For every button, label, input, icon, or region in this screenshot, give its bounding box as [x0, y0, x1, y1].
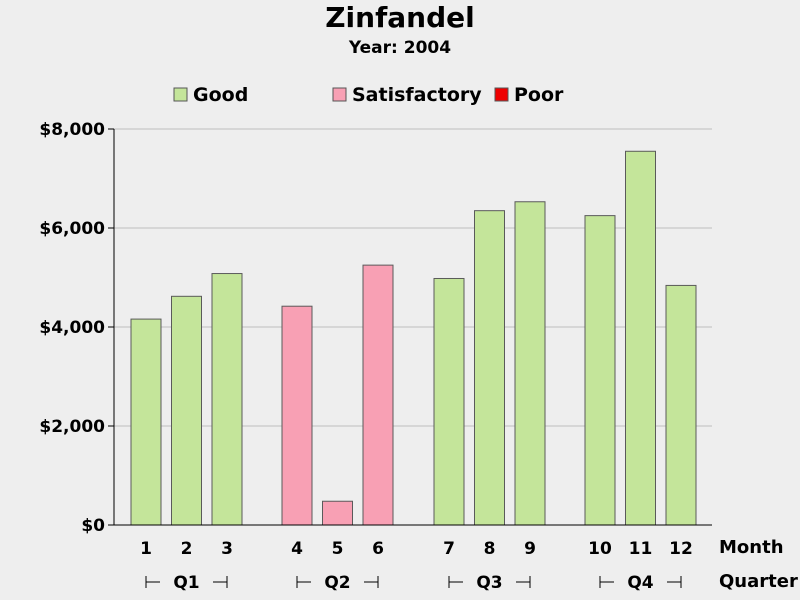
y-tick-label: $2,000	[39, 417, 105, 437]
x-tick-label: 12	[669, 539, 693, 559]
bar-month-11	[625, 150, 656, 526]
x-tick-label: 2	[181, 539, 193, 559]
y-tick-label: $8,000	[39, 120, 105, 140]
x-axis-label: Month	[719, 537, 784, 558]
bar-month-8	[474, 210, 505, 526]
y-tick-label: $4,000	[39, 318, 105, 338]
legend-swatch-poor	[494, 87, 509, 102]
legend: Good Satisfactory Poor	[173, 84, 564, 106]
legend-swatch-satisfactory	[332, 87, 347, 102]
bar-month-9	[514, 201, 546, 526]
x-tick-labels: 1 2 3 4 5 6 7 8 9 10 11 12	[140, 539, 693, 559]
chart-title: Zinfandel	[325, 1, 474, 34]
bars	[130, 150, 697, 526]
quarter-label: Q2	[324, 573, 350, 593]
quarter-label: Q1	[173, 573, 199, 593]
y-tick-label: $6,000	[39, 219, 105, 239]
group-axis-label: Quarter	[719, 571, 798, 592]
axes: $0 $2,000 $4,000 $6,000 $8,000	[39, 120, 712, 536]
x-tick-label: 6	[372, 539, 384, 559]
quarter-group-q3: Q3	[448, 573, 531, 593]
bar-month-12	[665, 284, 697, 526]
x-tick-label: 10	[588, 539, 612, 559]
bar-month-3	[211, 273, 243, 526]
bar-month-6	[362, 264, 394, 526]
quarter-group-q2: Q2	[296, 573, 379, 593]
legend-label-satisfactory: Satisfactory	[352, 84, 482, 106]
gridlines	[114, 128, 712, 427]
x-tick-label: 11	[629, 539, 653, 559]
quarter-groups: Q1 Q2 Q3 Q4	[145, 573, 682, 593]
y-tick-label: $0	[81, 516, 105, 536]
x-tick-label: 9	[524, 539, 536, 559]
legend-swatch-good	[173, 87, 188, 102]
legend-label-poor: Poor	[514, 84, 564, 106]
x-tick-label: 5	[332, 539, 344, 559]
bar-month-7	[433, 277, 465, 526]
x-tick-label: 7	[443, 539, 455, 559]
quarter-label: Q4	[627, 573, 653, 593]
quarter-group-q4: Q4	[599, 573, 682, 593]
x-tick-label: 1	[140, 539, 152, 559]
quarter-group-q1: Q1	[145, 573, 228, 593]
bar-month-2	[171, 295, 202, 526]
quarter-label: Q3	[476, 573, 502, 593]
x-tick-label: 4	[291, 539, 303, 559]
chart-subtitle: Year: 2004	[348, 38, 451, 58]
bar-month-5	[322, 500, 353, 526]
bar-month-1	[130, 318, 162, 526]
x-tick-label: 3	[221, 539, 233, 559]
legend-label-good: Good	[193, 84, 248, 106]
bar-month-10	[584, 215, 616, 526]
bar-month-4	[281, 305, 313, 526]
x-tick-label: 8	[484, 539, 496, 559]
